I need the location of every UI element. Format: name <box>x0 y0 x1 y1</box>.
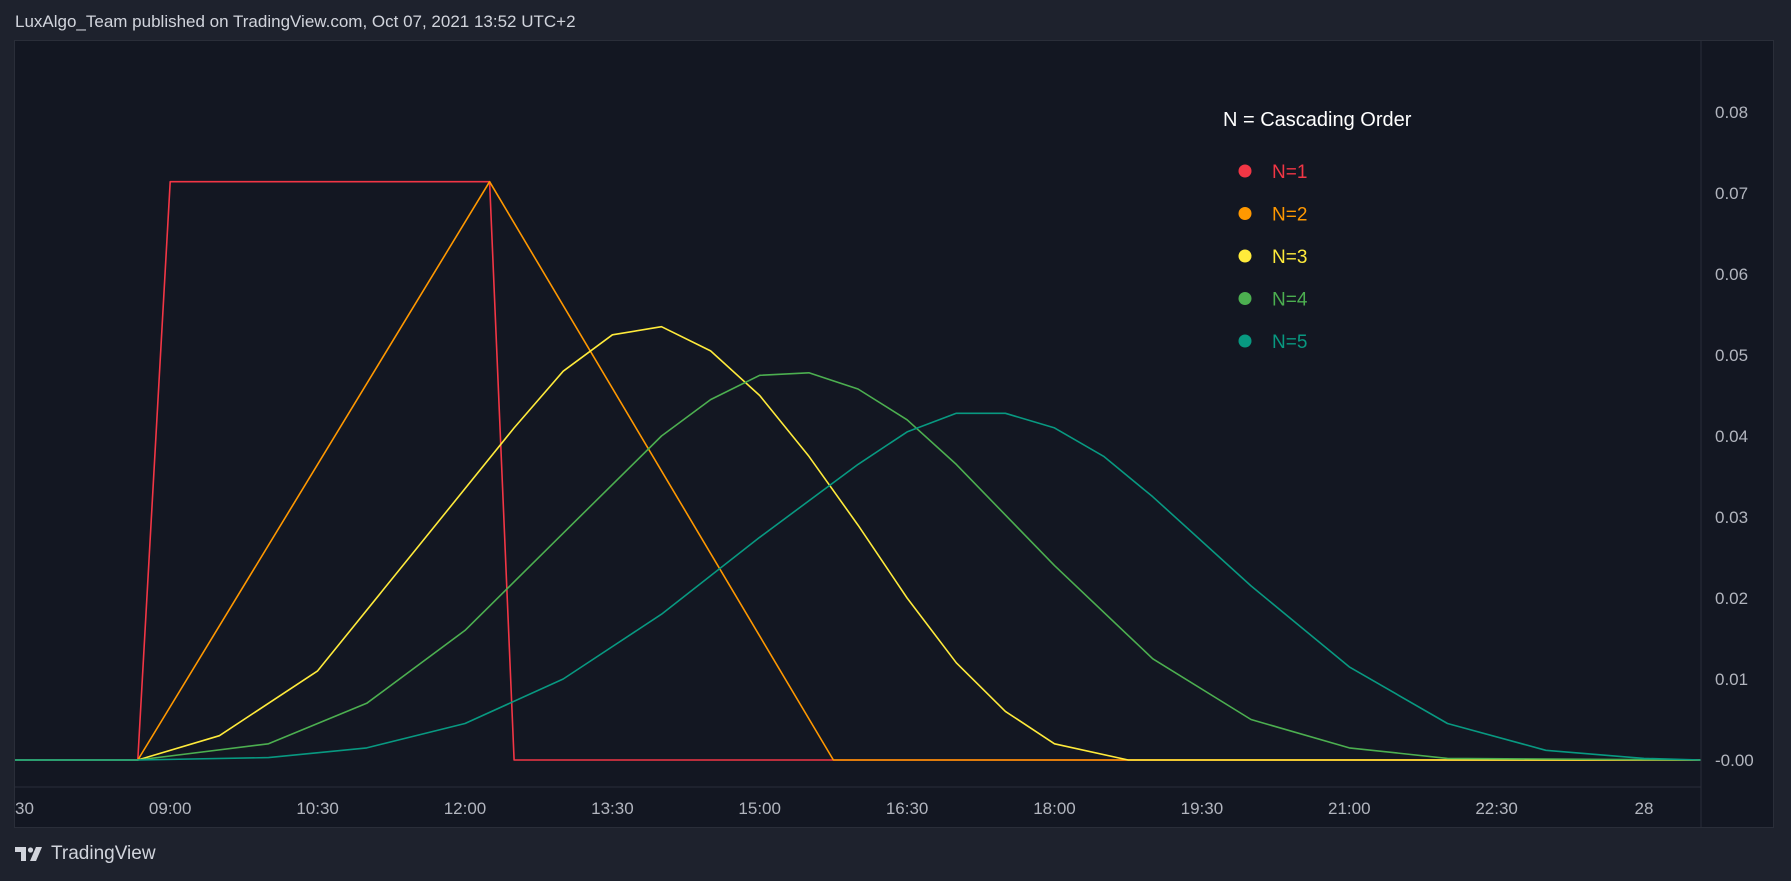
y-tick-label: 0.08 <box>1715 103 1748 122</box>
x-tick-label: 12:00 <box>444 799 487 818</box>
y-tick-label: 0.02 <box>1715 589 1748 608</box>
y-tick-label: 0.04 <box>1715 427 1748 446</box>
y-tick-label: 0.01 <box>1715 670 1748 689</box>
legend-dot-n3 <box>1238 249 1252 263</box>
tradingview-brand[interactable]: TradingView <box>15 843 156 865</box>
legend-label-n5: N=5 <box>1272 332 1307 353</box>
y-tick-label: -0.00 <box>1715 751 1754 770</box>
price-axis[interactable]: 0.08 0.07 0.06 0.05 0.04 0.03 0.02 0.01 -0.00 <box>1715 103 1754 770</box>
legend-dot-n2 <box>1238 207 1252 220</box>
x-tick-label: 15:00 <box>738 799 781 818</box>
legend-label-n2: N=2 <box>1272 205 1307 226</box>
tradingview-wordmark: TradingView <box>51 843 156 864</box>
legend-dot-n5 <box>1238 334 1252 348</box>
legend-label-n3: N=3 <box>1272 247 1307 268</box>
x-tick-label: 10:30 <box>296 799 339 818</box>
x-tick-label: 30 <box>15 799 34 818</box>
publish-attribution: LuxAlgo_Team published on TradingView.co… <box>15 12 576 31</box>
x-tick-label: 18:00 <box>1033 799 1076 818</box>
y-tick-label: 0.07 <box>1715 184 1748 203</box>
legend-title: N = Cascading Order <box>1223 109 1412 131</box>
legend-dot-n1 <box>1238 164 1252 178</box>
series-line-n1[interactable] <box>15 180 1701 761</box>
chart-panel[interactable]: 0.08 0.07 0.06 0.05 0.04 0.03 0.02 0.01 -0.00 30… <box>14 40 1774 828</box>
tradingview-logo-icon <box>15 847 45 861</box>
x-tick-label: 13:30 <box>591 799 634 818</box>
y-tick-label: 0.05 <box>1715 346 1748 365</box>
legend-dot-n4 <box>1238 292 1252 305</box>
x-tick-label: 21:00 <box>1328 799 1371 818</box>
x-tick-label: 19:30 <box>1181 799 1224 818</box>
x-tick-label: 16:30 <box>886 799 929 818</box>
series-line-n5[interactable] <box>15 412 1702 761</box>
legend-label-n4: N=4 <box>1272 290 1308 311</box>
series-line-n4[interactable] <box>15 371 1702 761</box>
y-tick-label: 0.06 <box>1715 265 1748 284</box>
series-line-n2[interactable] <box>15 180 1701 761</box>
x-tick-label: 28 <box>1635 799 1654 818</box>
chart[interactable]: 0.08 0.07 0.06 0.05 0.04 0.03 0.02 0.01 -0.00 30… <box>15 41 1773 827</box>
series-lines <box>15 180 1702 761</box>
time-axis[interactable]: 30 09:00 10:30 12:00 13:30 15:00 16:30 18:00 19:… <box>15 799 1653 818</box>
x-tick-label: 09:00 <box>149 799 192 818</box>
x-tick-label: 22:30 <box>1475 799 1518 818</box>
legend-label-n1: N=1 <box>1272 162 1307 183</box>
y-tick-label: 0.03 <box>1715 508 1748 527</box>
series-line-n3[interactable] <box>15 325 1701 761</box>
legend: N = Cascading Order N=1 N=2 N=3 N=4 N=5 <box>1223 109 1412 353</box>
